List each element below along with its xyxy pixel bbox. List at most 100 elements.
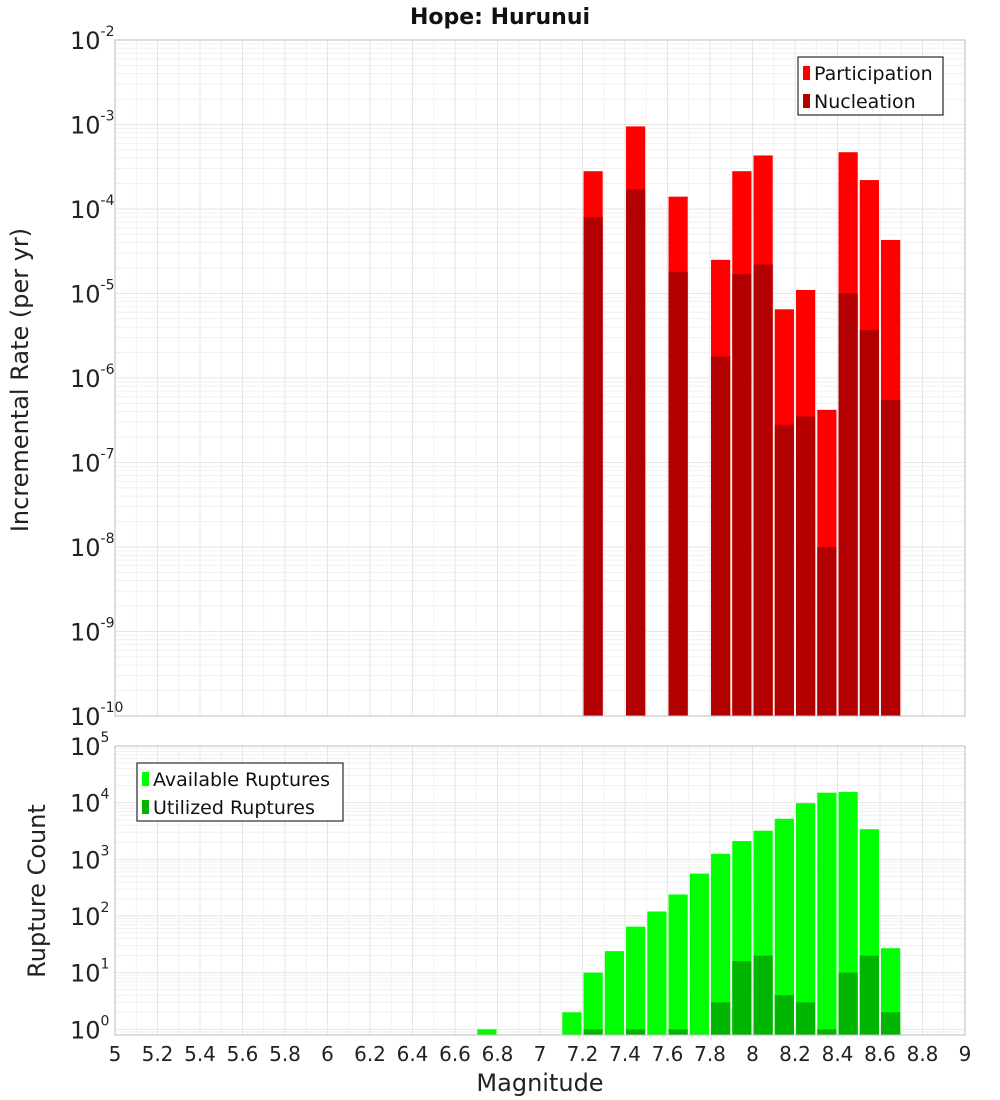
x-tick-label: 8.2 (779, 1042, 811, 1066)
x-tick-label: 8.4 (822, 1042, 854, 1066)
bar-nucleation (732, 274, 752, 716)
x-tick-label: 5.4 (184, 1042, 216, 1066)
y-tick-label: 105 (70, 730, 109, 761)
bar-utilized-ruptures (583, 1029, 603, 1035)
x-tick-label: 6 (321, 1042, 334, 1066)
bar-available-ruptures (626, 926, 646, 1035)
legend: Participation Nucleation (797, 56, 944, 116)
bar-utilized-ruptures (753, 955, 773, 1035)
bar-available-ruptures (562, 1012, 582, 1035)
x-tick-label: 7.4 (609, 1042, 641, 1066)
x-axis-title: Magnitude (476, 1069, 603, 1097)
bar-utilized-ruptures (817, 1029, 837, 1035)
y-tick-label: 103 (70, 843, 109, 874)
y-tick-label: 10-7 (70, 447, 115, 478)
series-utilized-ruptures (583, 955, 901, 1035)
legend-label: Utilized Ruptures (153, 797, 315, 819)
x-tick-label: 7.2 (567, 1042, 599, 1066)
bar-nucleation (753, 264, 773, 716)
bar-utilized-ruptures (711, 1002, 731, 1035)
bar-available-ruptures (817, 792, 837, 1035)
plot-frame (114, 745, 966, 1036)
bar-available-ruptures (774, 818, 794, 1035)
y-tick-label: 10-2 (70, 24, 115, 55)
bar-available-ruptures (689, 873, 709, 1035)
bar-available-ruptures (668, 894, 688, 1035)
legend-box (136, 762, 344, 822)
bar-nucleation (626, 189, 646, 716)
series-available-ruptures (477, 791, 901, 1035)
x-tick-label: 8.6 (864, 1042, 896, 1066)
y-axis-title: Rupture Count (23, 804, 51, 978)
x-tick-label: 7.6 (652, 1042, 684, 1066)
x-tick-label: 7 (534, 1042, 547, 1066)
y-tick-label: 10-5 (70, 278, 115, 309)
chart-title: Hope: Hurunui (410, 5, 590, 30)
x-tick-label: 7.8 (694, 1042, 726, 1066)
y-tick-label: 101 (70, 957, 109, 988)
bar-nucleation (711, 356, 731, 716)
bar-utilized-ruptures (774, 995, 794, 1035)
y-tick-label: 10-3 (70, 109, 115, 140)
bar-available-ruptures (583, 972, 603, 1035)
bar-available-ruptures (796, 803, 816, 1035)
legend: Available Ruptures Utilized Ruptures (136, 762, 344, 822)
bar-utilized-ruptures (881, 1012, 901, 1035)
bar-utilized-ruptures (732, 961, 752, 1035)
x-tick-label: 8.8 (907, 1042, 939, 1066)
x-tick-label: 5.2 (142, 1042, 174, 1066)
x-tick-label: 6.8 (482, 1042, 514, 1066)
bar-utilized-ruptures (838, 972, 858, 1035)
x-tick-label: 5.6 (227, 1042, 259, 1066)
y-tick-label: 100 (70, 1013, 109, 1044)
legend-label: Participation (814, 63, 933, 85)
bar-nucleation (859, 329, 879, 716)
bar-available-ruptures (711, 853, 731, 1035)
bar-available-ruptures (604, 951, 624, 1035)
legend-swatch (142, 800, 149, 814)
bar-nucleation (668, 271, 688, 716)
legend-box (797, 56, 944, 116)
legend-label: Available Ruptures (153, 769, 330, 791)
legend-label: Nucleation (814, 91, 916, 113)
y-tick-label: 10-4 (70, 193, 115, 224)
series-nucleation (583, 189, 901, 716)
participation-nucleation-panel: 10-10 10-9 10-8 10-7 10-6 10-5 10-4 10-3 10-2 Inc… (6, 24, 966, 731)
y-tick-labels: 100 101 102 103 104 105 (70, 730, 110, 1044)
y-tick-label: 10-10 (70, 700, 123, 731)
y-tick-labels: 10-10 10-9 10-8 10-7 10-6 10-5 10-4 10-3 10-2 (70, 24, 123, 731)
rupture-count-panel: 100 101 102 103 104 105 Rupture Count 5 5.2 5.4 5.… (23, 730, 971, 1097)
legend-swatch (803, 94, 810, 108)
bar-available-ruptures (647, 911, 667, 1035)
bar-nucleation (774, 424, 794, 716)
legend-swatch (142, 772, 149, 786)
x-tick-label: 9 (959, 1042, 972, 1066)
grid (114, 39, 966, 717)
y-tick-label: 104 (70, 787, 110, 818)
bar-nucleation (583, 217, 603, 716)
bar-utilized-ruptures (859, 955, 879, 1035)
x-tick-label: 5 (109, 1042, 122, 1066)
x-tick-label: 6.4 (397, 1042, 429, 1066)
plot-frame (114, 39, 966, 717)
y-tick-label: 10-9 (70, 616, 115, 647)
y-tick-label: 10-6 (70, 362, 115, 393)
x-tick-label: 8 (746, 1042, 759, 1066)
bar-utilized-ruptures (626, 1029, 646, 1035)
bar-nucleation (838, 293, 858, 716)
y-tick-label: 102 (70, 900, 109, 931)
bar-nucleation (881, 399, 901, 716)
bar-utilized-ruptures (668, 1029, 688, 1035)
bar-available-ruptures (477, 1029, 497, 1035)
x-tick-labels: 5 5.2 5.4 5.6 5.8 6 6.2 6.4 6.6 6.8 7 7.2 7.4 7.6 7.8 8… (109, 1042, 972, 1066)
bar-nucleation (796, 416, 816, 716)
x-tick-label: 6.2 (354, 1042, 386, 1066)
legend-swatch (803, 66, 810, 80)
x-tick-label: 5.8 (269, 1042, 301, 1066)
bar-nucleation (817, 547, 837, 716)
bar-utilized-ruptures (796, 1002, 816, 1035)
y-axis-title: Incremental Rate (per yr) (6, 228, 34, 532)
y-tick-label: 10-8 (70, 531, 115, 562)
x-tick-label: 6.6 (439, 1042, 471, 1066)
